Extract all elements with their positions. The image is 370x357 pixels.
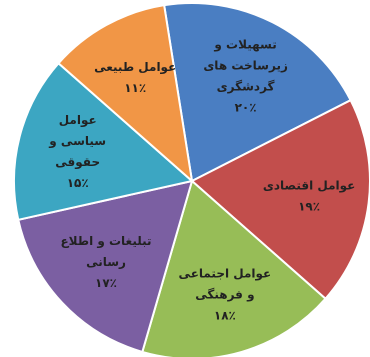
slice-label-line: و فرهنگی <box>195 287 254 302</box>
pie-slice <box>190 98 370 301</box>
slice-label-line: تبلیغات و اطلاع <box>60 234 151 249</box>
slice-percent-label: ۱۷٪ <box>95 276 117 290</box>
pie-slices <box>13 2 370 357</box>
slice-label-line: گردشگری <box>217 79 275 93</box>
slice-label-line: عوامل <box>59 113 97 128</box>
pie-slice <box>13 61 195 222</box>
slice-label: عوامل سیاسی و حقوقی ۱۵٪ <box>48 113 106 190</box>
slice-label-line: تسهیلات و <box>213 37 276 52</box>
slice-label-line: عوامل اجتماعی <box>179 266 272 281</box>
slice-label: عوامل اقتصادی ۱۹٪ <box>263 178 356 213</box>
slice-percent-label: ۱۹٪ <box>298 199 320 213</box>
pie-labels: تسهیلات و زیرساخت های گردشگری ۲۰٪ عوامل اقتص… <box>48 37 355 322</box>
pie-slice <box>17 179 194 354</box>
slice-label-line: رسانی <box>86 255 126 269</box>
slice-label: عوامل طبیعی ۱۱٪ <box>94 60 176 95</box>
slice-label-line: حقوقی <box>55 155 100 170</box>
slice-label-line: عوامل طبیعی <box>94 60 176 75</box>
pie-slice <box>57 4 194 184</box>
slice-percent-label: ۲۰٪ <box>235 100 257 114</box>
slice-percent-label: ۱۵٪ <box>67 176 89 190</box>
slice-label-line: عوامل اقتصادی <box>263 178 356 193</box>
slice-percent-label: ۱۸٪ <box>214 308 236 322</box>
slice-label: تسهیلات و زیرساخت های گردشگری ۲۰٪ <box>203 37 288 114</box>
pie-slice <box>141 179 327 357</box>
slice-percent-label: ۱۱٪ <box>124 81 146 95</box>
slice-label-line: سیاسی و <box>48 134 106 149</box>
slice-label-line: زیرساخت های <box>203 58 288 72</box>
pie-slice <box>163 2 352 183</box>
slice-label: تبلیغات و اطلاع رسانی ۱۷٪ <box>60 234 151 290</box>
slice-label: عوامل اجتماعی و فرهنگی ۱۸٪ <box>179 266 272 322</box>
